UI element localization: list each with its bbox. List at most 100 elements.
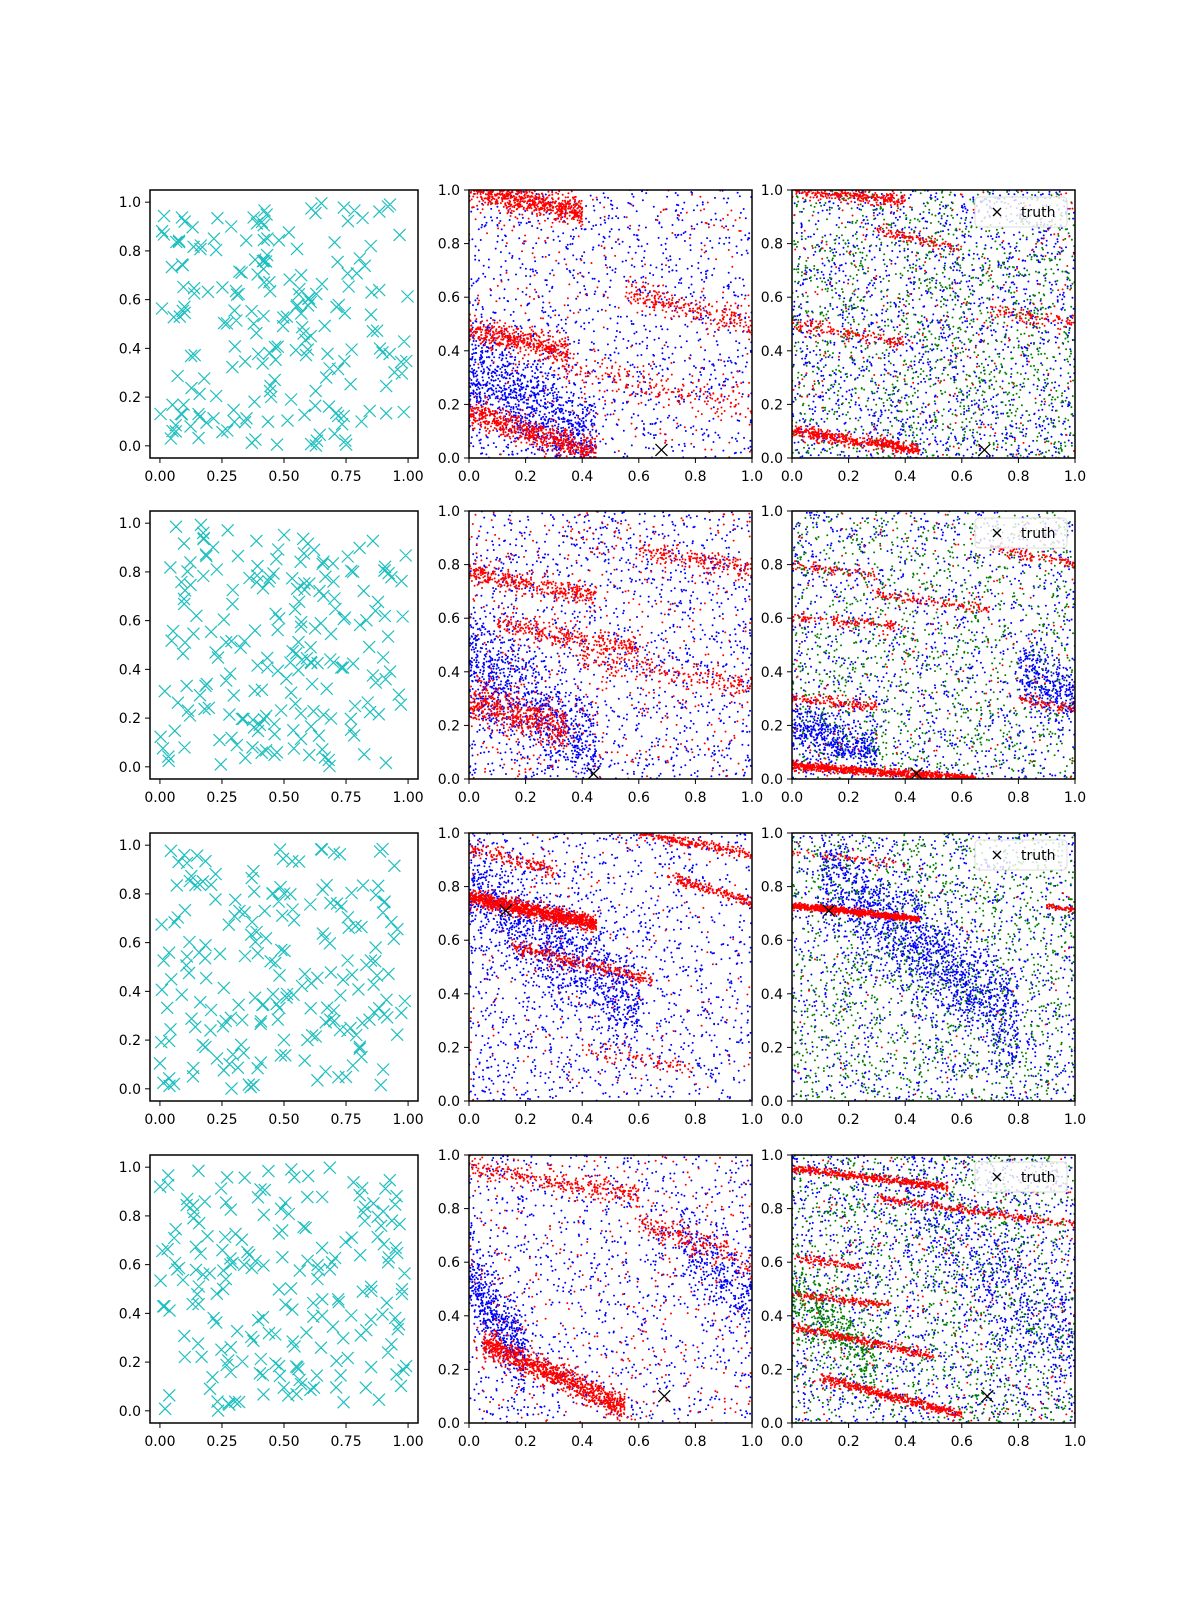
- y-tick-label: 0.4: [119, 662, 141, 678]
- x-tick-label: 0.2: [837, 1112, 859, 1128]
- x-tick-label: 0.2: [514, 790, 536, 806]
- y-tick-label: 0.8: [438, 1202, 460, 1218]
- x-tick-label: 0.50: [268, 790, 299, 806]
- y-tick-label: 0.6: [119, 1258, 141, 1274]
- axes-frame: [468, 510, 753, 780]
- x-tick-label: 0.0: [781, 1112, 803, 1128]
- x-tick-label: 1.0: [1064, 1434, 1086, 1450]
- x-tick-label: 0.6: [628, 1112, 650, 1128]
- x-tick-label: 0.2: [837, 790, 859, 806]
- x-tick-label: 0.50: [268, 1112, 299, 1128]
- plot-area: [469, 190, 752, 458]
- x-tick-label: 0.6: [951, 469, 973, 485]
- x-tick-label: 0.8: [1007, 790, 1029, 806]
- x-tick-label: 0.0: [458, 1112, 480, 1128]
- x-tick-label: 0.8: [684, 1112, 706, 1128]
- x-tick-label: 0.25: [206, 469, 237, 485]
- y-tick-label: 0.2: [761, 1362, 783, 1378]
- x-tick-label: 0.6: [628, 1434, 650, 1450]
- red-dot-series: [792, 842, 1075, 1101]
- red-dot-series: [792, 190, 1075, 457]
- x-tick-label: 0.2: [514, 1112, 536, 1128]
- y-tick-label: 0.6: [119, 614, 141, 630]
- x-tick-label: 0.0: [781, 469, 803, 485]
- x-tick-label: 0.0: [458, 469, 480, 485]
- legend-truth-marker: [992, 528, 1002, 538]
- truth-marker: [499, 904, 513, 918]
- x-tick-label: 0.25: [206, 1112, 237, 1128]
- y-tick-label: 0.0: [119, 1082, 141, 1098]
- x-tick-label: 1.0: [741, 790, 763, 806]
- y-tick-label: 0.4: [438, 665, 460, 681]
- y-tick-label: 0.0: [438, 1094, 460, 1110]
- legend-label: truth: [1021, 205, 1055, 221]
- y-tick-label: 0.2: [438, 1040, 460, 1056]
- y-tick-label: 0.2: [119, 711, 141, 727]
- x-tick-label: 1.00: [392, 790, 423, 806]
- plot-area: [153, 842, 412, 1096]
- cyan-x-marker-series: [153, 842, 412, 1096]
- legend: truth: [974, 196, 1068, 228]
- y-tick-label: 0.0: [119, 439, 141, 455]
- x-tick-label: 1.00: [392, 469, 423, 485]
- x-tick-label: 0.8: [684, 790, 706, 806]
- y-tick-label: 0.4: [438, 344, 460, 360]
- cyan-x-marker-series: [154, 518, 413, 773]
- y-tick-label: 0.6: [438, 611, 460, 627]
- subplot-2-0: 0.00 0.25 0.50 0.75 1.00 0.0 0.2 0.4 0.6 0.8 1.0: [119, 832, 424, 1128]
- legend: truth: [974, 517, 1068, 549]
- y-tick-label: 0.4: [119, 341, 141, 357]
- y-tick-label: 0.8: [761, 1202, 783, 1218]
- subplot-1-2: 0.0 0.2 0.4 0.6 0.8 1.0 0.0 0.2 0.4 0.6 0.8 1.0 trut…: [761, 504, 1086, 806]
- x-tick-label: 0.8: [1007, 1112, 1029, 1128]
- y-tick-label: 0.6: [761, 611, 783, 627]
- x-tick-label: 0.4: [894, 1434, 916, 1450]
- y-tick-label: 0.2: [761, 718, 783, 734]
- red-dot-series: [469, 833, 752, 1101]
- y-tick-label: 0.8: [761, 237, 783, 253]
- y-tick-label: 0.4: [438, 987, 460, 1003]
- plot-area: [154, 518, 413, 773]
- subplot-2-1: 0.0 0.2 0.4 0.6 0.8 1.0 0.0 0.2 0.4 0.6 0.8 1.0: [438, 826, 763, 1128]
- y-tick-label: 1.0: [438, 183, 460, 199]
- subplot-0-1: 0.0 0.2 0.4 0.6 0.8 1.0 0.0 0.2 0.4 0.6 0.8 1.0: [438, 183, 763, 485]
- y-tick-label: 0.0: [119, 1404, 141, 1420]
- legend-truth-marker: [992, 1172, 1002, 1182]
- subplot-3-0: 0.00 0.25 0.50 0.75 1.00 0.0 0.2 0.4 0.6 0.8 1.0: [119, 1154, 424, 1450]
- legend: truth: [974, 1161, 1068, 1193]
- legend-truth-marker: [992, 207, 1002, 217]
- x-tick-label: 0.75: [330, 469, 361, 485]
- axes-frame: [468, 189, 753, 459]
- x-tick-label: 0.2: [837, 1434, 859, 1450]
- y-tick-label: 0.8: [761, 558, 783, 574]
- red-dot-series: [469, 511, 752, 779]
- y-tick-label: 0.6: [438, 1255, 460, 1271]
- y-tick-label: 0.8: [119, 244, 141, 260]
- plot-area: [792, 833, 1075, 1101]
- red-dot-series: [792, 1155, 1075, 1423]
- y-tick-label: 0.2: [761, 397, 783, 413]
- x-tick-label: 0.8: [1007, 1434, 1029, 1450]
- x-tick-label: 0.4: [571, 469, 593, 485]
- legend-label: truth: [1021, 526, 1055, 542]
- y-tick-label: 0.6: [438, 933, 460, 949]
- y-tick-label: 0.4: [761, 344, 783, 360]
- y-tick-label: 0.2: [438, 718, 460, 734]
- x-tick-label: 0.4: [894, 790, 916, 806]
- x-tick-label: 0.00: [144, 790, 175, 806]
- x-tick-label: 1.00: [392, 1434, 423, 1450]
- x-tick-label: 0.0: [781, 790, 803, 806]
- plot-area: [792, 511, 1075, 779]
- y-tick-label: 1.0: [119, 195, 141, 211]
- blue-dot-series: [792, 511, 1075, 779]
- blue-dot-series: [469, 511, 752, 779]
- x-tick-label: 0.0: [458, 1434, 480, 1450]
- y-tick-label: 1.0: [119, 1160, 141, 1176]
- y-tick-label: 0.0: [761, 1416, 783, 1432]
- legend-label: truth: [1021, 848, 1055, 864]
- axes-frame: [791, 189, 1076, 459]
- subplot-0-0: 0.00 0.25 0.50 0.75 1.00 0.0 0.2 0.4 0.6 0.8 1.0: [119, 189, 424, 485]
- legend-truth-marker: [992, 850, 1002, 860]
- x-tick-label: 1.0: [741, 1434, 763, 1450]
